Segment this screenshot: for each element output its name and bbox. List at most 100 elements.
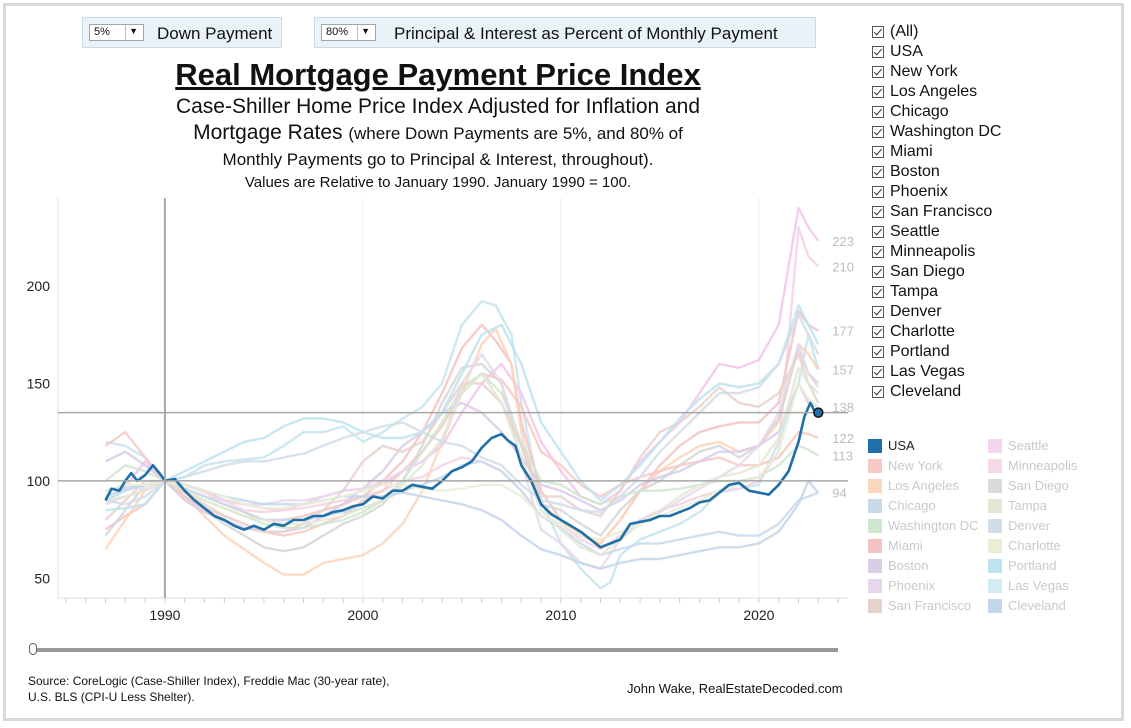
checkbox-checked-icon[interactable]: [872, 86, 884, 98]
legend-item[interactable]: Cleveland: [988, 598, 1066, 613]
legend-label: Minneapolis: [1008, 458, 1078, 473]
filter-item[interactable]: Miami: [872, 142, 1001, 162]
legend-label: Chicago: [888, 498, 936, 513]
filter-item[interactable]: San Francisco: [872, 202, 1001, 222]
checkbox-checked-icon[interactable]: [872, 326, 884, 338]
checkbox-checked-icon[interactable]: [872, 146, 884, 158]
checkbox-checked-icon[interactable]: [872, 246, 884, 258]
dropdown-separator: [125, 25, 126, 40]
filter-item-label: USA: [890, 43, 923, 60]
author-credit: John Wake, RealEstateDecoded.com: [627, 681, 843, 696]
filter-item[interactable]: USA: [872, 42, 1001, 62]
series-line-los-angeles: [104, 327, 820, 576]
down-payment-value: 5%: [94, 26, 110, 38]
down-payment-dropdown[interactable]: 5% ▼: [89, 24, 144, 41]
filter-item[interactable]: Las Vegas: [872, 362, 1001, 382]
checkbox-checked-icon[interactable]: [872, 226, 884, 238]
legend-swatch: [868, 578, 882, 593]
legend-swatch: [868, 458, 882, 473]
legend-item[interactable]: New York: [868, 458, 943, 473]
checkbox-checked-icon[interactable]: [872, 26, 884, 38]
legend-item[interactable]: Seattle: [988, 438, 1048, 453]
filter-item[interactable]: Portland: [872, 342, 1001, 362]
series-end-label: 94: [832, 486, 846, 501]
filter-item[interactable]: Minneapolis: [872, 242, 1001, 262]
x-tick-label: 1990: [149, 607, 180, 623]
legend-item[interactable]: Boston: [868, 558, 928, 573]
legend-item[interactable]: Chicago: [868, 498, 936, 513]
filter-item[interactable]: Boston: [872, 162, 1001, 182]
legend-item[interactable]: Washington DC: [868, 518, 979, 533]
filter-item-label: Los Angeles: [890, 83, 978, 100]
filter-item[interactable]: Charlotte: [872, 322, 1001, 342]
legend-item[interactable]: Phoenix: [868, 578, 935, 593]
legend-item[interactable]: Portland: [988, 558, 1056, 573]
filter-item[interactable]: Cleveland: [872, 382, 1001, 402]
chevron-down-icon[interactable]: ▼: [361, 26, 370, 36]
checkbox-checked-icon[interactable]: [872, 66, 884, 78]
legend-swatch: [988, 498, 1002, 513]
legend-item[interactable]: Miami: [868, 538, 923, 553]
filter-item[interactable]: Tampa: [872, 282, 1001, 302]
legend-label: Cleveland: [1008, 598, 1066, 613]
subtitle-line-2: Mortgage Rates (where Down Payments are …: [0, 121, 876, 145]
legend-item[interactable]: Tampa: [988, 498, 1047, 513]
checkbox-checked-icon[interactable]: [872, 206, 884, 218]
series-end-label: 138: [832, 400, 854, 415]
legend-swatch: [988, 518, 1002, 533]
subtitle-line-4: Values are Relative to January 1990. Jan…: [244, 174, 632, 191]
checkbox-checked-icon[interactable]: [872, 166, 884, 178]
legend-item[interactable]: Las Vegas: [988, 578, 1069, 593]
checkbox-checked-icon[interactable]: [872, 386, 884, 398]
series-line-tampa: [105, 366, 820, 557]
filter-item[interactable]: Los Angeles: [872, 82, 1001, 102]
filter-item[interactable]: (All): [872, 22, 1001, 42]
date-range-slider-handle[interactable]: [29, 643, 37, 655]
legend-swatch: [988, 478, 1002, 493]
subtitle-line-1: Case-Shiller Home Price Index Adjusted f…: [175, 95, 701, 118]
legend-item[interactable]: Minneapolis: [988, 458, 1077, 473]
filter-item[interactable]: Denver: [872, 302, 1001, 322]
chevron-down-icon[interactable]: ▼: [129, 26, 138, 36]
checkbox-checked-icon[interactable]: [872, 286, 884, 298]
pi-percent-value: 80%: [326, 26, 349, 38]
filter-item[interactable]: Washington DC: [872, 122, 1001, 142]
legend-item[interactable]: Charlotte: [988, 538, 1061, 553]
legend-swatch: [988, 438, 1002, 453]
filter-item[interactable]: New York: [872, 62, 1001, 82]
checkbox-checked-icon[interactable]: [872, 106, 884, 118]
checkbox-checked-icon[interactable]: [872, 306, 884, 318]
filter-item-label: Seattle: [890, 223, 940, 240]
checkbox-checked-icon[interactable]: [872, 186, 884, 198]
date-range-slider-track[interactable]: [32, 648, 838, 652]
legend-item[interactable]: San Francisco: [868, 598, 971, 613]
legend-item[interactable]: USA: [868, 438, 915, 453]
checkbox-checked-icon[interactable]: [872, 346, 884, 358]
legend-swatch: [868, 478, 882, 493]
x-tick-label: 2010: [545, 607, 576, 623]
legend-item[interactable]: San Diego: [988, 478, 1069, 493]
checkbox-checked-icon[interactable]: [872, 46, 884, 58]
filter-item-label: Miami: [890, 143, 933, 160]
legend-item[interactable]: Denver: [988, 518, 1050, 533]
filter-item[interactable]: San Diego: [872, 262, 1001, 282]
subtitle-line-3: Monthly Payments go to Principal & Inter…: [222, 150, 654, 169]
legend-label: New York: [888, 458, 943, 473]
series-end-label: 122: [832, 431, 854, 446]
filter-item[interactable]: Seattle: [872, 222, 1001, 242]
filter-item-label: Boston: [890, 163, 940, 180]
subtitle-line-2b: (where Down Payments are 5%, and 80% of: [348, 124, 683, 143]
legend-item[interactable]: Los Angeles: [868, 478, 959, 493]
series-line-usa: [104, 401, 819, 549]
filter-item[interactable]: Chicago: [872, 102, 1001, 122]
legend-swatch: [988, 578, 1002, 593]
filter-item-label: Charlotte: [890, 323, 955, 340]
subtitle-line-2a: Mortgage Rates: [193, 121, 349, 144]
series-line-san-diego: [104, 347, 820, 553]
pi-percent-dropdown[interactable]: 80% ▼: [321, 24, 376, 41]
legend-label: Charlotte: [1008, 538, 1061, 553]
checkbox-checked-icon[interactable]: [872, 126, 884, 138]
checkbox-checked-icon[interactable]: [872, 266, 884, 278]
checkbox-checked-icon[interactable]: [872, 366, 884, 378]
filter-item[interactable]: Phoenix: [872, 182, 1001, 202]
